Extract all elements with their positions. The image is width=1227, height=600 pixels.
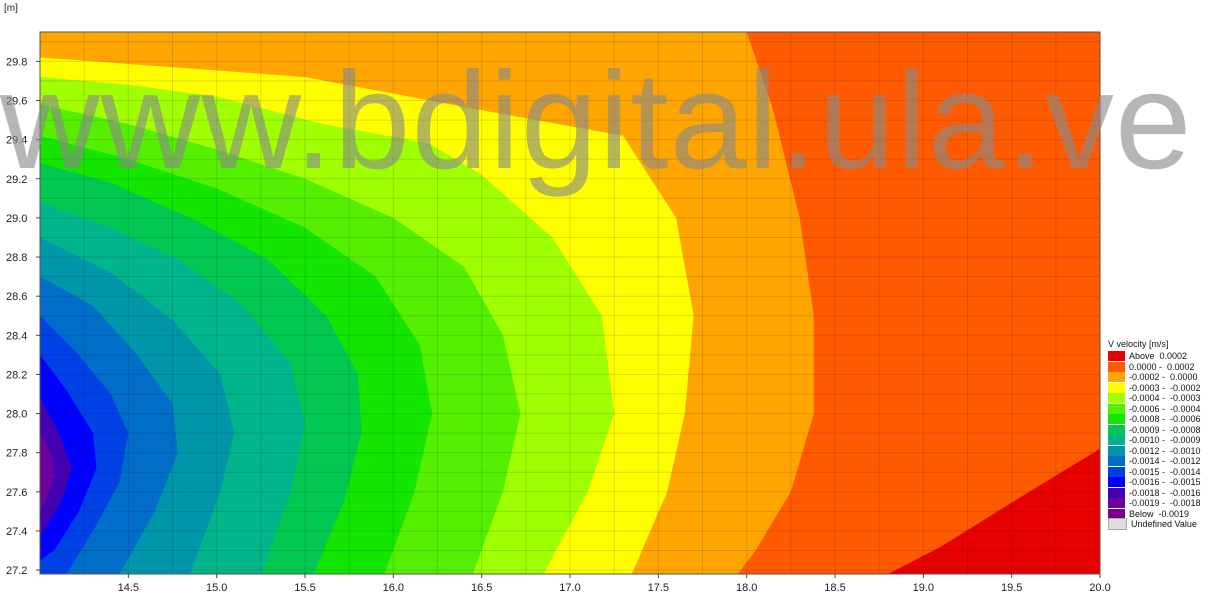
legend-swatch [1108,372,1125,383]
legend-entry: Above 0.0002 [1108,351,1227,362]
legend-label: -0.0014 - -0.0012 [1129,456,1201,467]
legend-label: -0.0009 - -0.0008 [1129,424,1201,435]
contour-band-14 [40,433,55,508]
x-tick-label: 20.0 [1089,582,1110,594]
legend-label: Below -0.0019 [1129,508,1190,519]
y-tick-label: 28.8 [6,252,27,264]
y-tick-label: 29.6 [6,95,27,107]
x-tick-label: 16.5 [471,582,492,594]
contour-bands [40,32,1100,575]
legend-entry: -0.0014 - -0.0012 [1108,456,1227,467]
y-unit-label: [m] [4,3,18,14]
y-tick-label: 29.4 [6,135,27,147]
legend-swatch [1108,424,1125,435]
y-tick-label: 29.8 [6,56,27,68]
legend-entries: Above 0.0002 0.0000 - 0.0002 -0.0002 - 0.0… [1108,351,1227,531]
legend-entry: -0.0018 - -0.0016 [1108,487,1227,499]
x-tick-label: 15.5 [294,582,315,594]
x-tick-label: 19.5 [1001,582,1022,594]
legend-swatch [1108,393,1125,404]
legend-swatch [1108,498,1125,509]
x-tick-label: 14.5 [118,582,139,594]
y-tick-label: 28.0 [6,409,27,421]
x-tick-label: 17.5 [648,582,669,594]
x-axis: 14.5 15.0 15.5 16.0 16.5 17.0 17.5 18.0 18.5 19.0… [118,574,1111,594]
legend-label: Above 0.0002 [1129,351,1188,362]
legend-entry: -0.0010 - -0.0009 [1108,435,1227,446]
legend-title: V velocity [m/s] [1108,339,1169,349]
x-tick-label: 17.0 [559,582,580,594]
legend-label: -0.0003 - -0.0002 [1129,382,1201,393]
legend-entry: -0.0004 - -0.0003 [1108,393,1227,404]
legend-swatch [1108,445,1125,456]
legend-entry: -0.0008 - -0.0006 [1108,414,1227,425]
legend-entry: -0.0009 - -0.0008 [1108,424,1227,436]
y-tick-label: 29.0 [6,213,27,225]
legend-swatch [1108,487,1125,498]
grid-lines [39,32,1101,574]
contour-band-13 [40,397,72,535]
legend-entry: 0.0000 - 0.0002 [1108,361,1227,373]
legend-entry: -0.0003 - -0.0002 [1108,382,1227,394]
legend: V velocity [m/s] Above 0.0002 0.0000 - 0.… [1108,339,1227,531]
legend-label: -0.0012 - -0.0010 [1129,445,1201,456]
x-tick-label: 16.0 [383,582,404,594]
legend-swatch [1108,466,1125,477]
legend-entry: -0.0012 - -0.0010 [1108,445,1227,457]
legend-swatch [1108,435,1125,446]
legend-entry: Below -0.0019 [1108,508,1227,520]
legend-entry: -0.0016 - -0.0015 [1108,477,1227,488]
legend-label: -0.0004 - -0.0003 [1129,393,1201,404]
x-tick-label: 19.0 [913,582,934,594]
y-tick-label: 27.2 [6,565,27,577]
legend-entry: -0.0006 - -0.0004 [1108,403,1227,415]
legend-swatch [1108,508,1125,519]
y-tick-label: 28.4 [6,330,27,342]
contour-band-1 [888,448,1100,574]
y-tick-label: 27.4 [6,526,27,538]
legend-label: 0.0000 - 0.0002 [1129,361,1195,372]
y-tick-label: 27.6 [6,487,27,499]
legend-swatch [1108,403,1125,414]
legend-label: -0.0006 - -0.0004 [1129,403,1201,414]
legend-label: -0.0018 - -0.0016 [1129,487,1201,498]
legend-label: Undefined Value [1131,519,1197,530]
legend-entry: -0.0002 - 0.0000 [1108,372,1227,383]
y-tick-label: 28.2 [6,369,27,381]
y-tick-label: 28.6 [6,291,27,303]
legend-swatch [1108,456,1125,467]
legend-swatch [1108,382,1125,393]
legend-swatch [1108,351,1125,362]
legend-swatch [1108,477,1125,488]
y-tick-label: 27.8 [6,448,27,460]
x-tick-label: 15.0 [206,582,227,594]
x-tick-label: 18.0 [736,582,757,594]
legend-entry: -0.0015 - -0.0014 [1108,466,1227,478]
y-axis: 27.2 27.4 27.6 27.8 28.0 28.2 28.4 28.6 28.8 29.0… [6,56,40,577]
legend-entry: -0.0019 - -0.0018 [1108,498,1227,509]
x-tick-label: 18.5 [824,582,845,594]
legend-label: -0.0002 - 0.0000 [1129,372,1198,383]
legend-label: -0.0015 - -0.0014 [1129,466,1201,477]
legend-swatch [1108,361,1125,372]
legend-swatch [1108,518,1127,531]
legend-label: -0.0010 - -0.0009 [1129,435,1201,446]
legend-entry: Undefined Value [1108,518,1227,531]
y-tick-label: 29.2 [6,174,27,186]
legend-label: -0.0019 - -0.0018 [1129,498,1201,509]
legend-label: -0.0016 - -0.0015 [1129,477,1201,488]
legend-swatch [1108,414,1125,425]
legend-label: -0.0008 - -0.0006 [1129,414,1201,425]
